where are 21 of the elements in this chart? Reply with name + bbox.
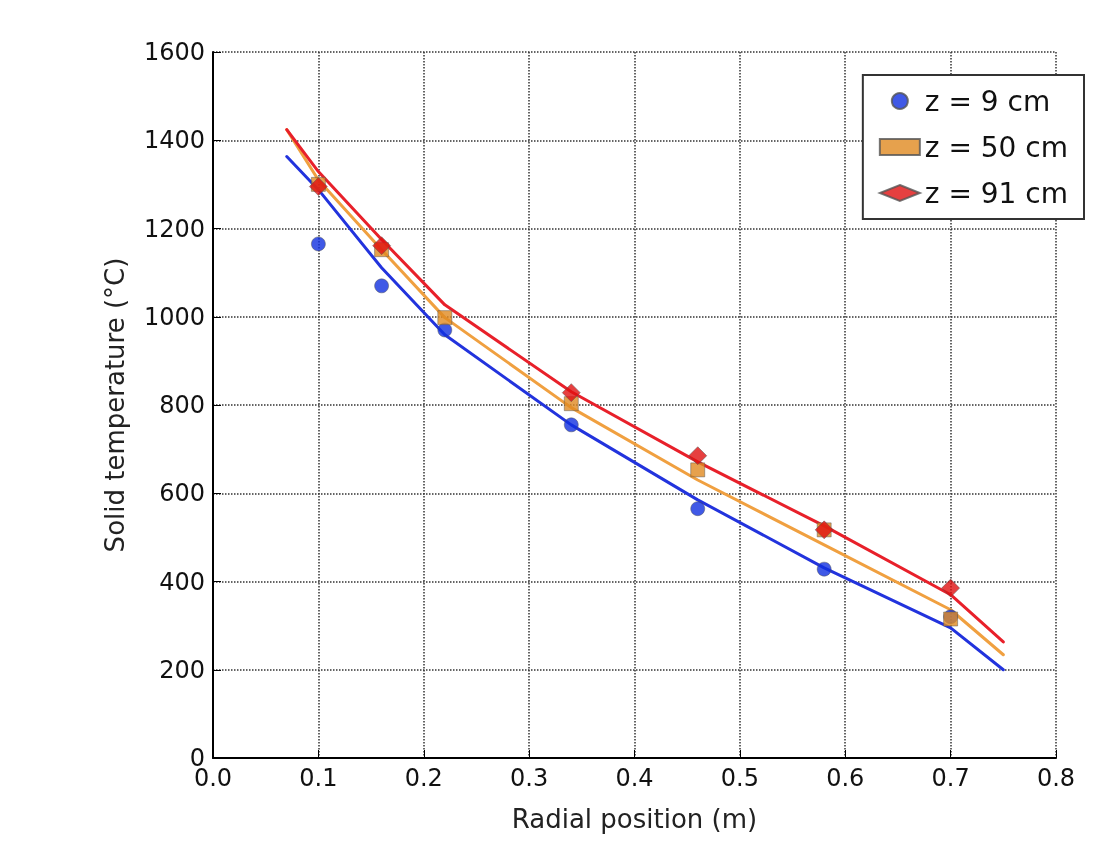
y-axis-title: Solid temperature (°C) bbox=[100, 257, 130, 553]
y-tick-label: 600 bbox=[159, 479, 205, 508]
y-tick-label: 800 bbox=[159, 391, 205, 419]
y-tick-label: 1400 bbox=[143, 126, 205, 155]
y-tick-label: 400 bbox=[159, 567, 205, 596]
x-tick-label: 0.4 bbox=[615, 764, 654, 792]
legend-label: z = 9 cm bbox=[924, 84, 1051, 118]
legend-label: z = 91 cm bbox=[924, 176, 1069, 210]
y-tick-label: 200 bbox=[159, 655, 205, 684]
x-tick-label: 0.5 bbox=[720, 764, 759, 792]
x-tick-label: 0.3 bbox=[510, 764, 549, 792]
y-tick-label: 1600 bbox=[143, 38, 205, 66]
x-tick-label: 0.1 bbox=[299, 764, 338, 792]
x-tick-label: 0.7 bbox=[931, 764, 970, 792]
y-tick-label: 1000 bbox=[143, 302, 205, 331]
x-tick-label: 0.6 bbox=[826, 764, 865, 792]
x-axis-title: Radial position (m) bbox=[511, 804, 758, 834]
x-tick-label: 0.2 bbox=[404, 764, 443, 792]
y-tick-label: 1200 bbox=[143, 214, 205, 243]
legend-label: z = 50 cm bbox=[924, 130, 1069, 164]
x-tick-label: 0.8 bbox=[1036, 764, 1076, 792]
